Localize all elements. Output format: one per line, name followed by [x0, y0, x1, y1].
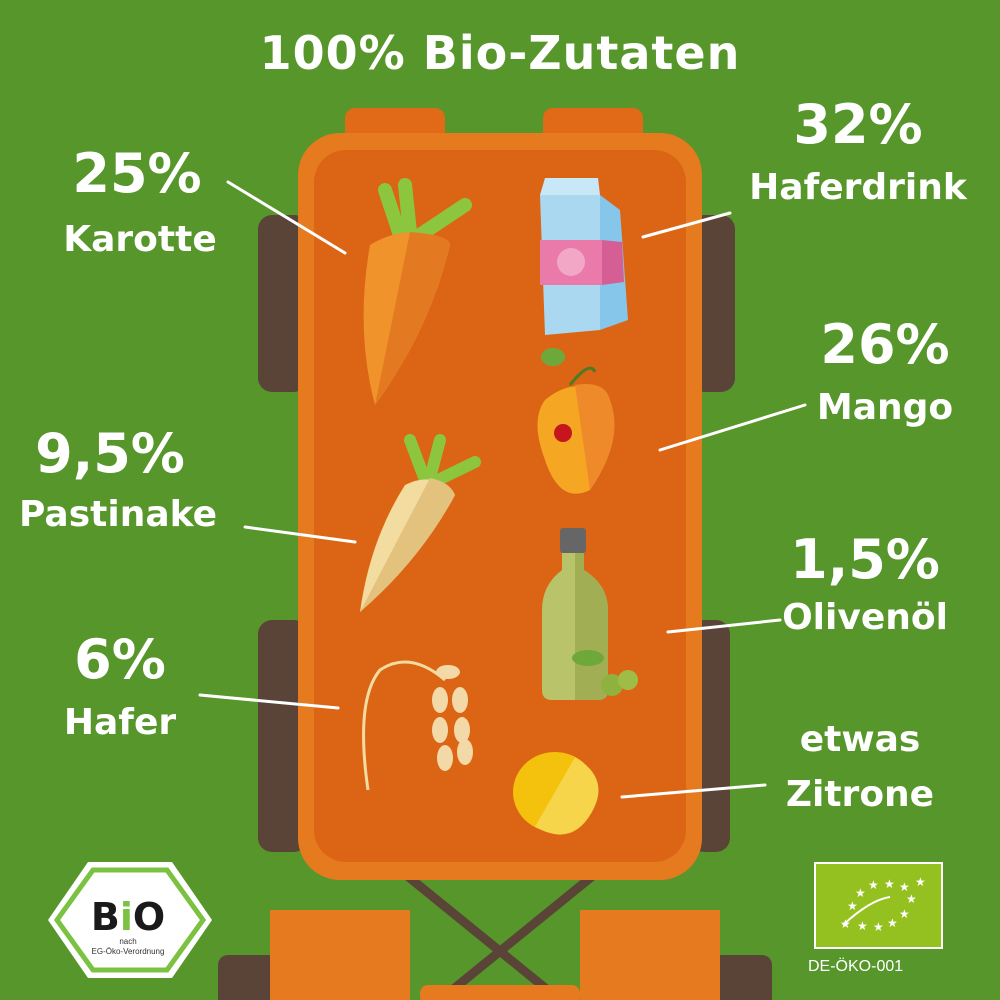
bio-seal-logo: BiO nach EG-Öko-Verordnung [48, 862, 212, 978]
svg-text:BiO: BiO [91, 895, 165, 939]
svg-text:EG-Öko-Verordnung: EG-Öko-Verordnung [92, 947, 165, 956]
ingredient-name: Haferdrink [749, 167, 967, 208]
svg-text:★: ★ [868, 878, 879, 892]
ingredient-name: Karotte [63, 219, 217, 260]
ingredient-name: Pastinake [19, 494, 217, 535]
connector-lines [198, 180, 807, 799]
percent-label: etwas [799, 719, 921, 760]
parsnip-icon [360, 434, 481, 612]
percent-label: 25% [72, 142, 202, 205]
wagon-legs [397, 866, 603, 1000]
svg-text:★: ★ [915, 875, 926, 889]
svg-text:nach: nach [119, 937, 136, 946]
svg-text:★: ★ [840, 917, 851, 931]
eu-control-code: DE-ÖKO-001 [808, 958, 904, 975]
ingredient-name: Mango [816, 387, 954, 428]
svg-text:★: ★ [906, 892, 917, 906]
svg-text:★: ★ [847, 899, 858, 913]
mango-icon [537, 348, 615, 494]
percent-label: 9,5% [35, 422, 185, 485]
carrot-icon [363, 178, 472, 405]
milk-carton-icon [540, 178, 628, 335]
lemon-icon [513, 752, 599, 835]
svg-text:★: ★ [884, 877, 895, 891]
svg-text:★: ★ [873, 920, 884, 934]
olive-oil-bottle-icon [542, 528, 638, 700]
percent-label: 1,5% [790, 528, 940, 591]
page-title: 100% Bio-Zutaten [259, 26, 741, 80]
percent-label: 26% [820, 313, 950, 376]
percent-label: 32% [793, 93, 923, 156]
svg-text:★: ★ [857, 919, 868, 933]
ingredient-name: Hafer [63, 702, 177, 743]
oat-icon [362, 660, 473, 791]
svg-text:★: ★ [899, 907, 910, 921]
ingredient-name: Zitrone [785, 774, 935, 815]
ingredient-name: Olivenöl [782, 597, 948, 638]
wagon-wheels [218, 215, 772, 1000]
percent-label: 6% [74, 628, 166, 691]
svg-text:★: ★ [899, 880, 910, 894]
svg-text:★: ★ [855, 886, 866, 900]
svg-text:★: ★ [887, 916, 898, 930]
eu-organic-logo: ★★★ ★ ★ ★ ★★★ ★★★ [814, 862, 943, 949]
